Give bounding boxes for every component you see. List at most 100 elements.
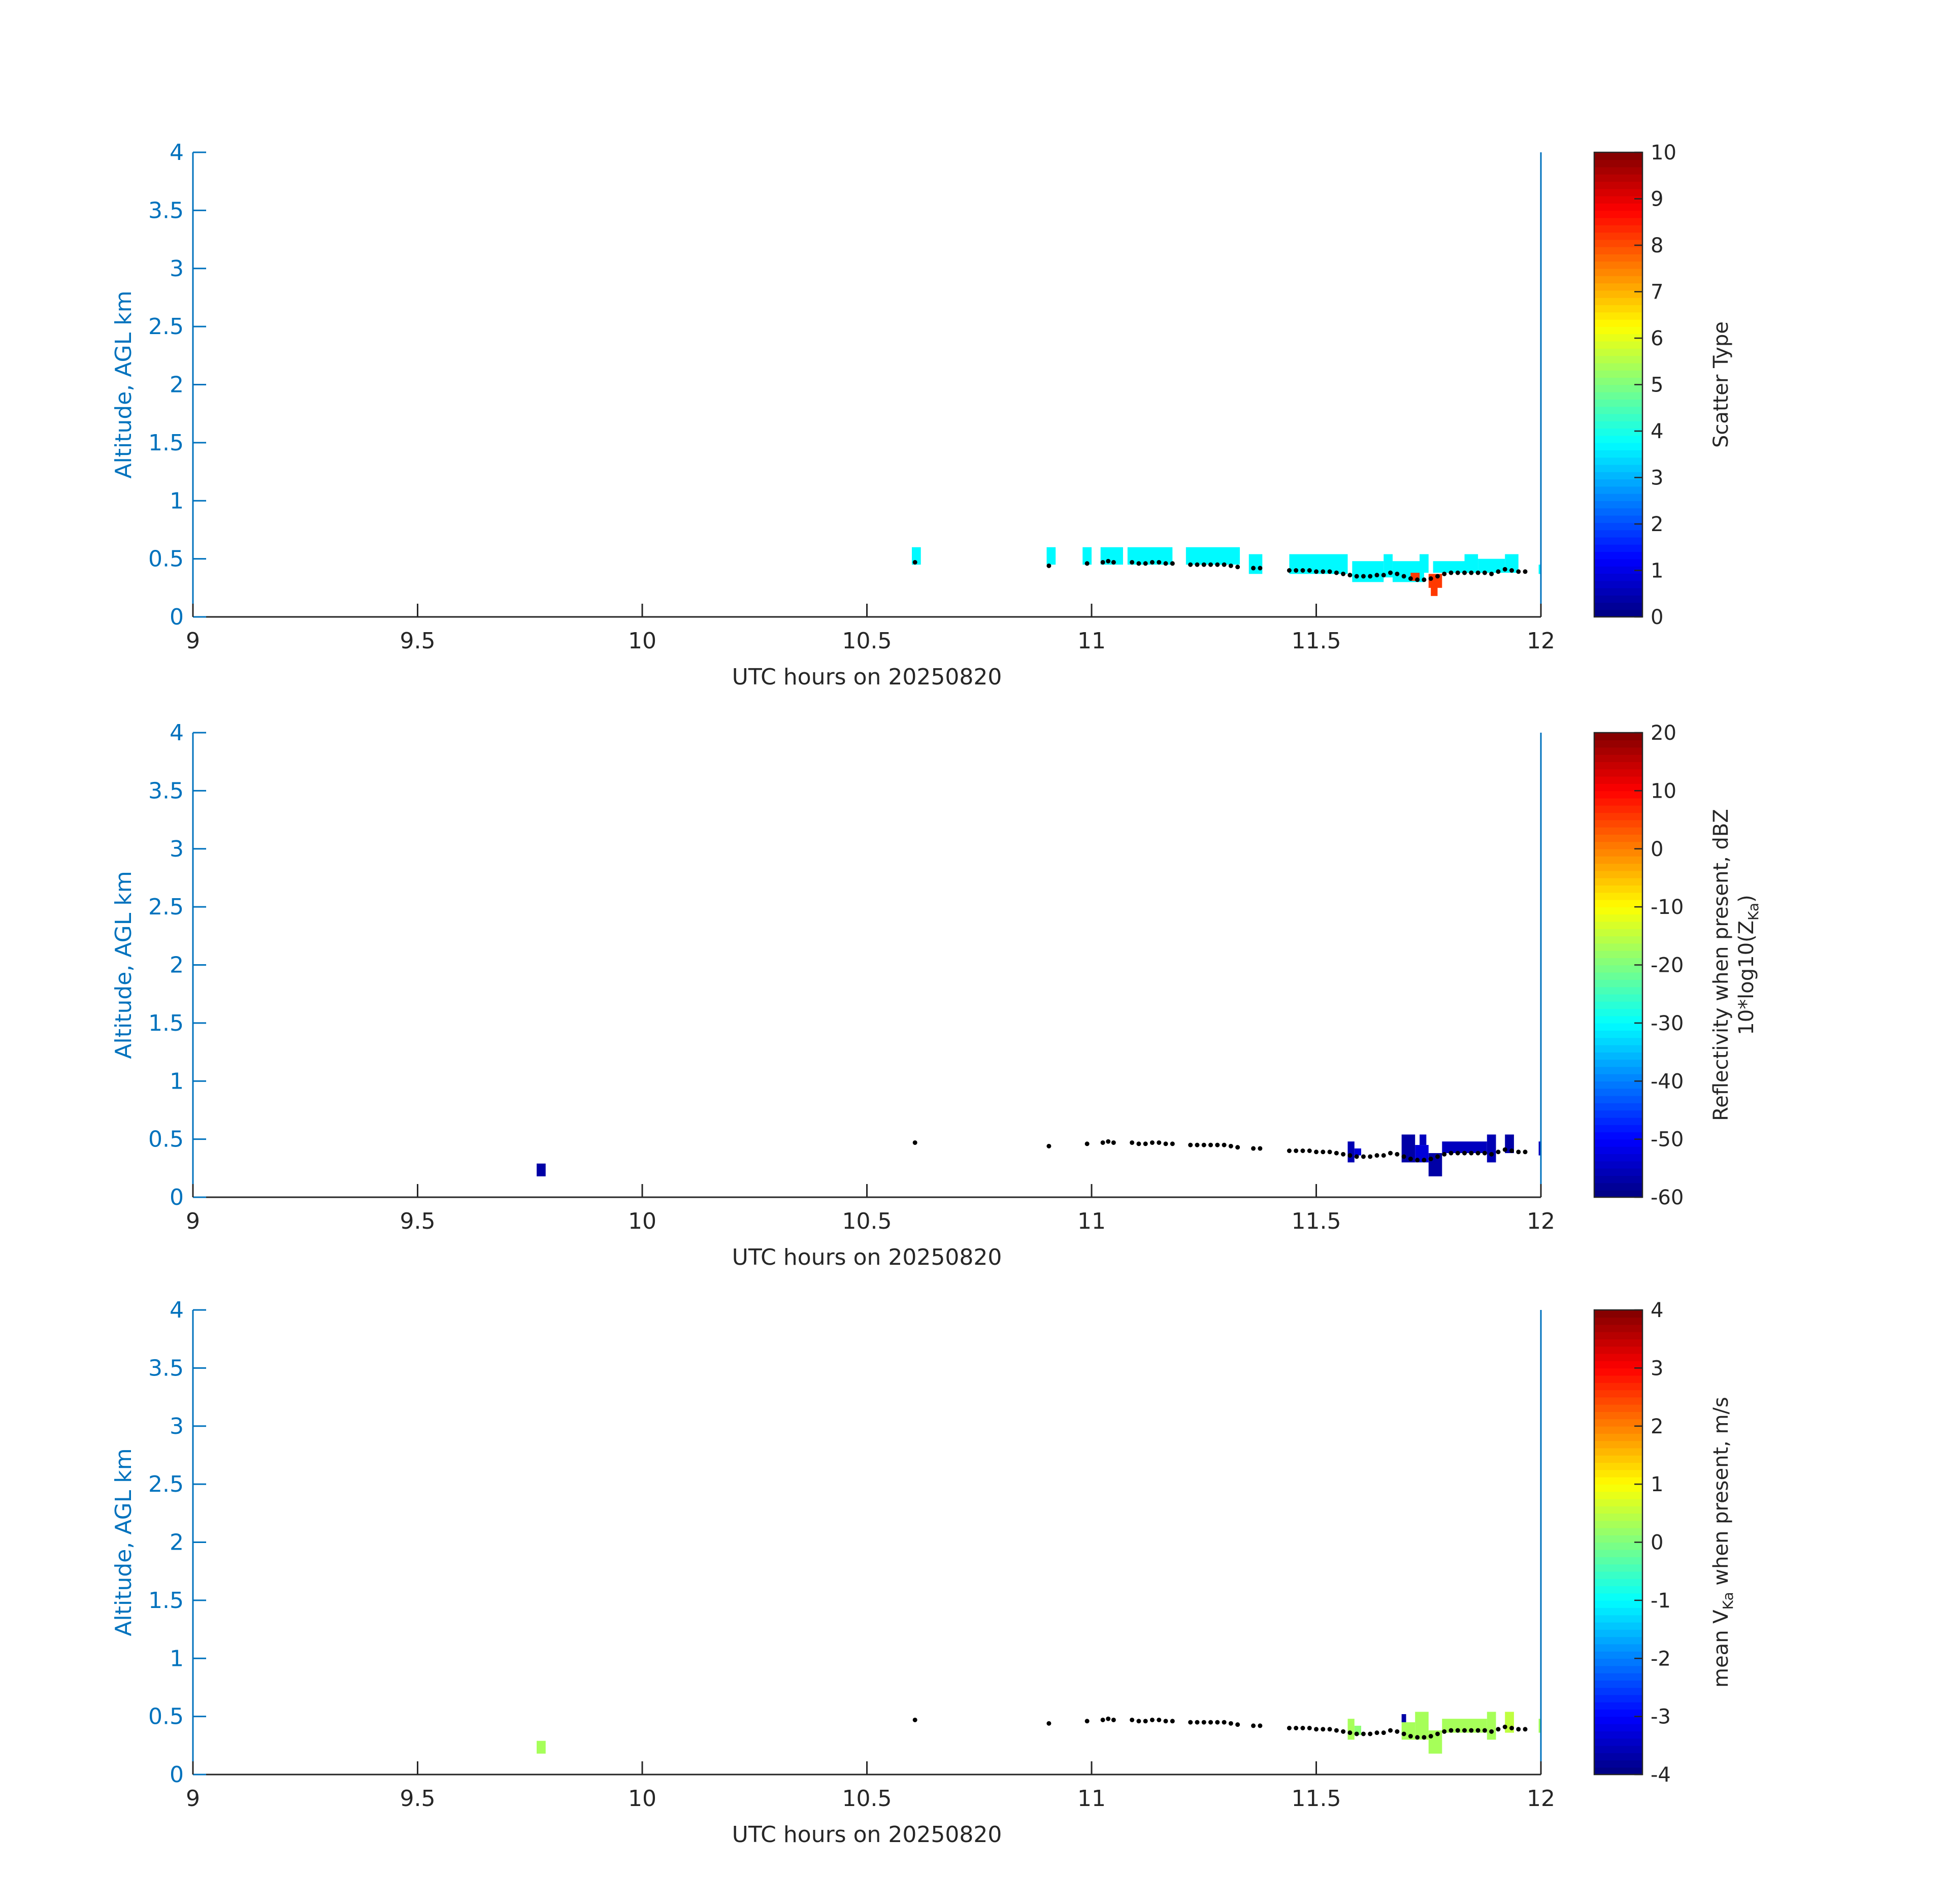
- colorbar-step: [1594, 1175, 1642, 1184]
- colorbar-tick-label: 8: [1651, 234, 1663, 257]
- x-tick-label: 10: [628, 1208, 656, 1234]
- colorbar-step: [1594, 406, 1642, 414]
- colorbar-step: [1594, 573, 1642, 581]
- cloud-base-point: [1258, 1723, 1263, 1728]
- colorbar-tick-label: -3: [1651, 1705, 1671, 1729]
- colorbar-label-main: Scatter Type: [1709, 321, 1733, 448]
- colorbar-tick-label: 10: [1651, 779, 1676, 803]
- colorbar-step: [1594, 1023, 1642, 1031]
- colorbar-step: [1594, 195, 1642, 204]
- colorbar-step: [1594, 870, 1642, 878]
- cloud-base-point: [1449, 570, 1454, 575]
- cloud-base-point: [1106, 1139, 1111, 1144]
- colorbar-step: [1594, 1665, 1642, 1673]
- cloud-base-point: [1195, 1142, 1200, 1147]
- colorbar-step: [1594, 776, 1642, 784]
- cloud-base-point: [1401, 574, 1406, 579]
- colorbar-step: [1594, 1324, 1642, 1332]
- cloud-base-point: [1294, 568, 1299, 573]
- colorbar-step: [1594, 1433, 1642, 1441]
- cloud-base-point: [1327, 1727, 1332, 1732]
- colorbar-step: [1594, 1059, 1642, 1067]
- cloud-base-point: [1046, 1721, 1051, 1726]
- colorbar-step: [1594, 486, 1642, 494]
- colorbar-step: [1594, 1586, 1642, 1594]
- heatmap-cell: [1354, 1148, 1361, 1156]
- colorbar-step: [1594, 958, 1642, 966]
- colorbar-step: [1594, 987, 1642, 995]
- colorbar-step: [1594, 1629, 1642, 1637]
- cloud-base-point: [1462, 1728, 1467, 1733]
- colorbar-step: [1594, 1622, 1642, 1630]
- x-tick-label: 9.5: [400, 1786, 436, 1812]
- x-tick-label: 10.5: [842, 1208, 892, 1234]
- colorbar-step: [1594, 515, 1642, 523]
- colorbar-step: [1594, 1542, 1642, 1550]
- cloud-base-point: [1442, 1729, 1447, 1734]
- colorbar-step: [1594, 929, 1642, 937]
- cloud-base-point: [1327, 1150, 1332, 1155]
- colorbar-step: [1594, 1044, 1642, 1053]
- colorbar-step: [1594, 1375, 1642, 1383]
- colorbar-step: [1594, 261, 1642, 269]
- colorbar-step: [1594, 1491, 1642, 1499]
- cloud-base-point: [1170, 1141, 1175, 1146]
- x-tick-label: 10.5: [842, 628, 892, 654]
- cloud-base-point: [1449, 1151, 1454, 1156]
- cloud-base-point: [1401, 1154, 1406, 1159]
- colorbar-step: [1594, 522, 1642, 531]
- x-tick-label: 12: [1527, 1786, 1555, 1812]
- y-tick-label: 0.5: [148, 1127, 184, 1153]
- colorbar-step: [1594, 1103, 1642, 1111]
- cloud-base-point: [1435, 574, 1440, 579]
- colorbar-step: [1594, 1390, 1642, 1398]
- x-tick-label: 11.5: [1292, 1786, 1341, 1812]
- cloud-base-point: [1084, 561, 1090, 566]
- x-tick-label: 9: [186, 1208, 200, 1234]
- colorbar-step: [1594, 152, 1642, 160]
- cloud-base-point: [1314, 1727, 1319, 1732]
- colorbar-label-line2: 10*log10(Z: [1735, 921, 1758, 1035]
- cloud-base-point: [1163, 1719, 1168, 1724]
- cloud-base-point: [1469, 1151, 1474, 1156]
- colorbar-step: [1594, 1738, 1642, 1746]
- x-tick-label: 10: [628, 1786, 656, 1812]
- colorbar-step: [1594, 1702, 1642, 1710]
- colorbar-step: [1594, 1426, 1642, 1434]
- cloud-base-point: [1149, 1717, 1155, 1722]
- cloud-base-point: [1401, 1731, 1406, 1736]
- cloud-base-point: [1489, 571, 1494, 576]
- heatmap-cell: [1538, 565, 1541, 574]
- cloud-base-point: [1215, 562, 1220, 567]
- cloud-base-point: [1327, 569, 1332, 574]
- colorbar-step: [1594, 733, 1642, 741]
- colorbar-step: [1594, 943, 1642, 951]
- colorbar-step: [1594, 1052, 1642, 1060]
- y-tick-label: 3.5: [148, 198, 184, 223]
- cloud-base-point: [1455, 570, 1460, 575]
- y-tick-label: 1.5: [148, 430, 184, 456]
- colorbar-step: [1594, 159, 1642, 168]
- cloud-base-point: [1188, 562, 1193, 567]
- cloud-base-point: [1300, 1726, 1305, 1730]
- heatmap-cell: [1487, 1712, 1496, 1740]
- colorbar-tick-label: 3: [1651, 1357, 1663, 1380]
- colorbar-step: [1594, 472, 1642, 480]
- y-tick-label: 2.5: [148, 894, 184, 920]
- cloud-base-point: [1170, 1719, 1175, 1724]
- y-tick-label: 3: [170, 836, 184, 862]
- colorbar-step: [1594, 580, 1642, 588]
- cloud-base-point: [1489, 1729, 1494, 1734]
- colorbar-tick-label: 20: [1651, 721, 1676, 745]
- colorbar-step: [1594, 1346, 1642, 1354]
- colorbar-step: [1594, 167, 1642, 175]
- colorbar-step: [1594, 435, 1642, 443]
- cloud-base-point: [1435, 1731, 1440, 1736]
- cloud-base-point: [1475, 1728, 1480, 1733]
- colorbar-step: [1594, 602, 1642, 610]
- cloud-base-point: [1381, 573, 1386, 578]
- cloud-base-point: [1341, 1729, 1346, 1734]
- cloud-base-point: [1222, 1720, 1227, 1725]
- cloud-base-points: [912, 1716, 1528, 1740]
